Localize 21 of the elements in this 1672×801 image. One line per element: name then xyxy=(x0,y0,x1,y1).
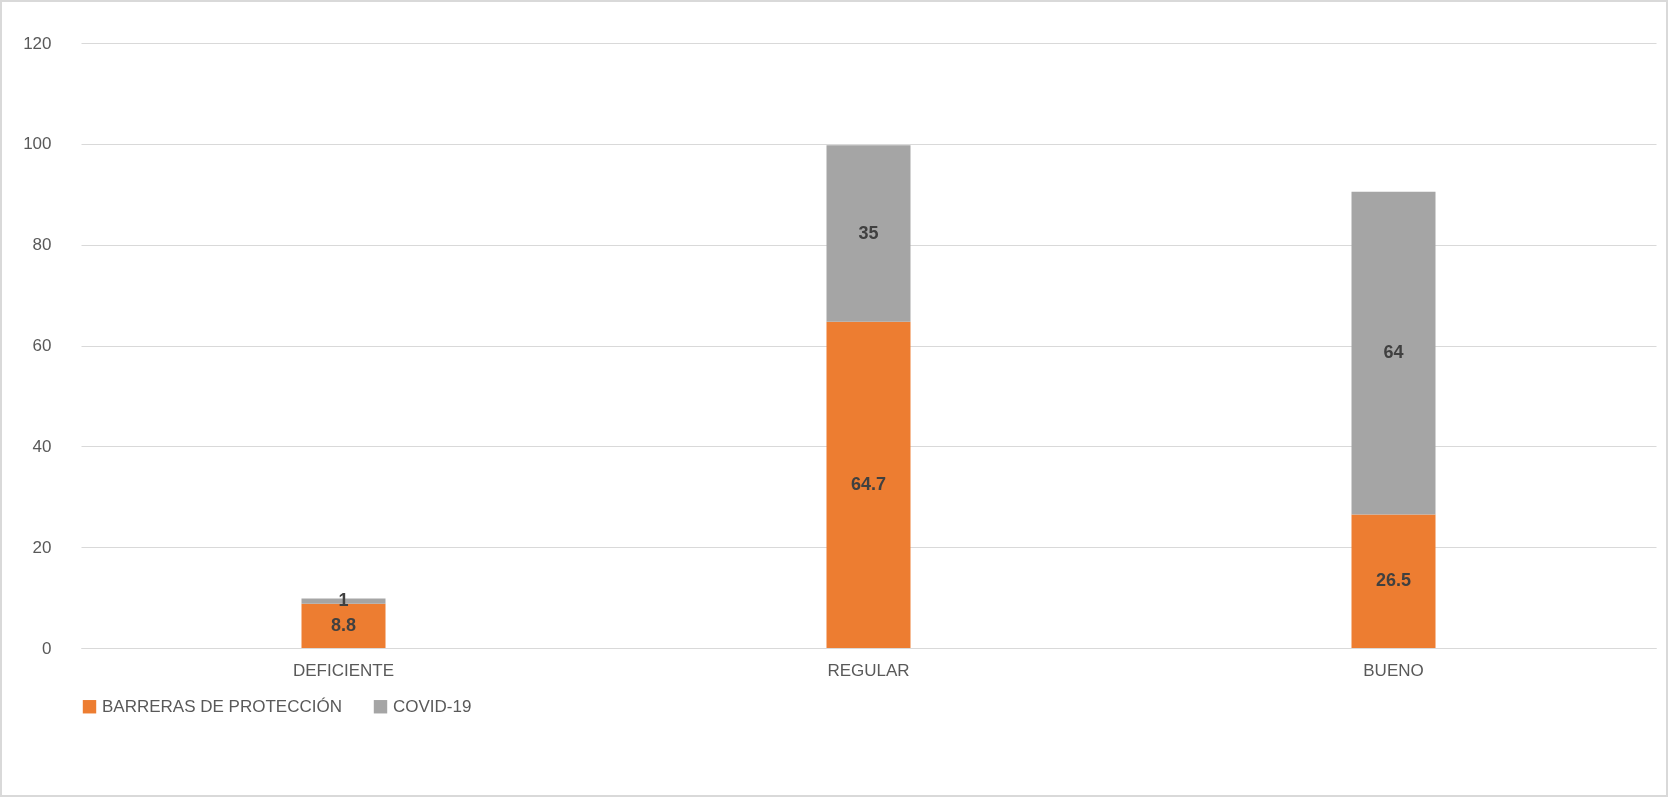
y-tick-label: 80 xyxy=(32,235,52,255)
x-tick-label: BUENO xyxy=(1363,660,1424,680)
data-label: 64.7 xyxy=(850,473,887,494)
y-tick-label: 20 xyxy=(32,537,52,557)
bar xyxy=(826,145,911,322)
legend-label: COVID-19 xyxy=(393,696,472,716)
y-tick-label: 60 xyxy=(32,336,52,355)
y-tick-label: 40 xyxy=(32,436,52,456)
x-tick-label: REGULAR xyxy=(827,660,910,680)
data-label: 35 xyxy=(858,222,879,243)
data-label: 8.8 xyxy=(330,614,357,635)
bar xyxy=(826,321,911,648)
data-label: 26.5 xyxy=(1375,570,1412,591)
y-tick-label: 100 xyxy=(23,134,52,154)
data-label: 64 xyxy=(1383,342,1404,363)
y-tick-label: 0 xyxy=(42,638,52,658)
bar xyxy=(1351,191,1436,515)
x-tick-label: DEFICIENTE xyxy=(292,660,395,680)
y-tick-label: 120 xyxy=(23,33,52,53)
legend-label: BARRERAS DE PROTECCIÓN xyxy=(102,696,342,716)
bar xyxy=(1351,514,1436,648)
